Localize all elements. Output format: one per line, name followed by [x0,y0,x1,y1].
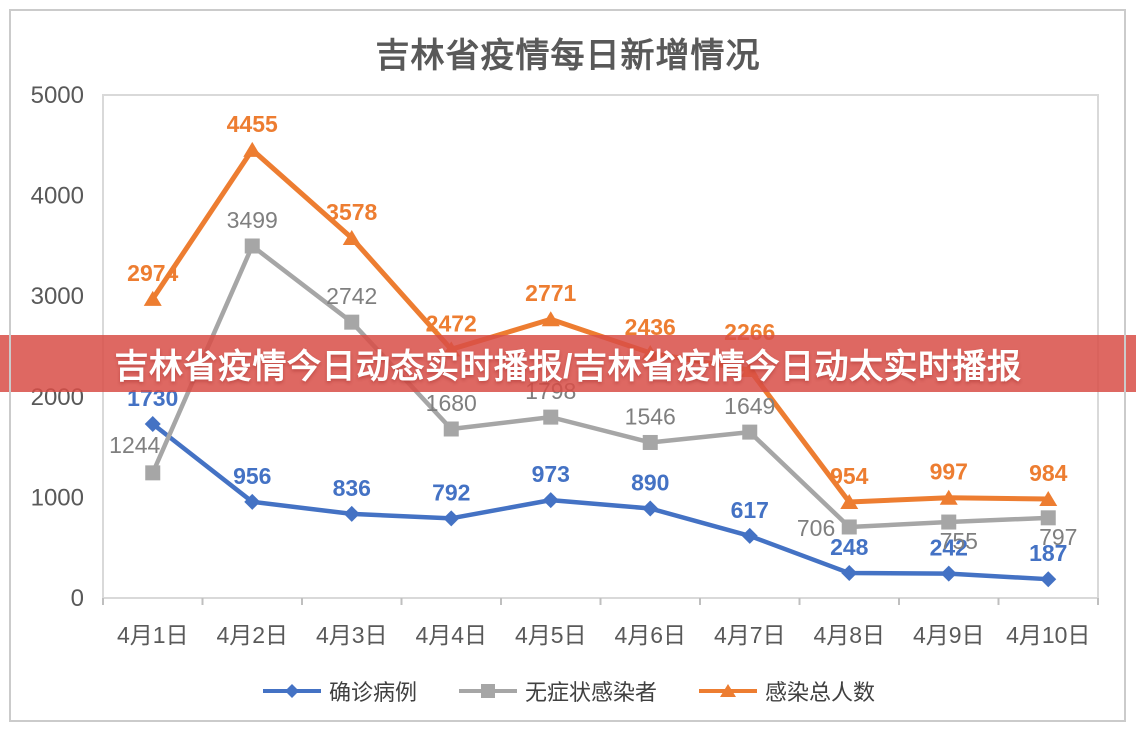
series-total-infected-label-3: 2472 [426,310,477,336]
series-confirmed-cases-label-9: 187 [1029,540,1067,566]
series-asymptomatic-infections-label-6: 1649 [724,393,775,419]
legend-square-icon [458,684,517,698]
y-tick-label-3000: 3000 [31,283,84,310]
series-total-infected-marker-2 [342,230,361,246]
x-axis-label-1: 4月2日 [216,622,288,648]
series-total-infected-marker-9 [1039,491,1058,507]
series-total-infected-label-8: 997 [930,459,968,485]
legend-triangle-icon [699,684,757,697]
legend-item-total-infected: 感染总人数 [697,675,875,707]
x-axis-label-8: 4月9日 [913,622,985,648]
series-confirmed-cases-marker-0 [144,415,161,432]
series-asymptomatic-infections-label-2: 2742 [326,283,377,309]
series-asymptomatic-infections-label-7: 706 [797,515,835,541]
series-confirmed-cases-label-3: 792 [432,479,470,505]
series-confirmed-cases-label-1: 956 [233,463,271,489]
series-confirmed-cases-label-5: 890 [631,469,669,495]
x-axis-label-5: 4月6日 [614,622,686,648]
series-total-infected-label-2: 3578 [326,199,377,225]
y-tick-label-1000: 1000 [31,484,84,511]
overlay-banner: 吉林省疫情今日动态实时播报/吉林省疫情今日动太实时播报 [0,335,1136,392]
series-confirmed-cases-label-2: 836 [333,475,371,501]
legend-diamond-icon [262,684,321,698]
series-asymptomatic-infections-label-8: 755 [940,528,978,554]
series-asymptomatic-infections-marker-7 [841,519,857,535]
series-total-infected-label-0: 2974 [127,260,178,286]
series-confirmed-cases-marker-9 [1040,571,1057,588]
series-asymptomatic-infections-marker-5 [642,434,658,450]
y-tick-label-4000: 4000 [31,183,84,210]
series-asymptomatic-infections-label-9: 797 [1039,524,1077,550]
series-asymptomatic-infections-marker-8 [941,514,957,530]
legend-label-confirmed-cases: 确诊病例 [328,680,417,705]
series-asymptomatic-infections-marker-2 [344,314,360,330]
series-confirmed-cases-label-6: 617 [731,497,769,523]
overlay-banner-text: 吉林省疫情今日动态实时播报/吉林省疫情今日动太实时播报 [114,348,1022,386]
x-axis-label-0: 4月1日 [117,622,189,648]
series-total-infected-marker-1 [243,141,262,157]
series-asymptomatic-infections-marker-4 [543,409,559,425]
series-total-infected-label-9: 984 [1029,460,1068,486]
y-tick-label-0: 0 [71,585,84,612]
x-axis-label-6: 4月7日 [714,622,786,648]
series-total-infected-line [150,147,1051,505]
series-total-infected-marker-0 [143,290,162,306]
legend-label-total-infected: 感染总人数 [765,680,876,705]
series-asymptomatic-infections-marker-6 [742,424,758,440]
series-confirmed-cases-marker-1 [244,493,261,510]
series-asymptomatic-infections-label-1: 3499 [227,207,278,233]
series-total-infected-label-1: 4455 [227,111,278,137]
series-asymptomatic-infections-marker-3 [443,421,459,437]
chart-title: 吉林省疫情每日新增情况 [375,37,761,75]
x-axis-label-7: 4月8日 [813,622,885,648]
series-confirmed-cases-line [150,421,1051,582]
x-axis-label-4: 4月5日 [515,622,587,648]
x-axis-label-2: 4月3日 [316,622,388,648]
series-asymptomatic-infections-label-0: 1244 [109,432,160,458]
series-confirmed-cases-label-4: 973 [532,461,570,487]
x-axis-label-3: 4月4日 [415,622,487,648]
series-confirmed-cases-marker-6 [741,527,758,544]
series-asymptomatic-infections-line [150,243,1051,530]
series-confirmed-cases-marker-7 [841,565,858,582]
series-total-infected-marker-7 [840,494,859,510]
series-total-infected-marker-4 [541,311,560,327]
series-asymptomatic-infections-marker-1 [244,238,260,254]
series-confirmed-cases-marker-5 [642,500,659,517]
series-total-infected-marker-8 [939,489,958,505]
series-confirmed-cases-marker-4 [542,492,559,509]
legend-item-asymptomatic-infections: 无症状感染者 [457,675,657,707]
series-confirmed-cases-label-7: 248 [830,534,869,560]
series-asymptomatic-infections-marker-0 [145,465,161,481]
series-confirmed-cases-marker-3 [443,510,460,527]
series-asymptomatic-infections-label-3: 1680 [426,390,477,416]
y-tick-label-5000: 5000 [31,82,84,109]
series-asymptomatic-infections-marker-9 [1040,510,1056,526]
series-total-infected-label-7: 954 [830,463,869,489]
series-confirmed-cases-label-8: 242 [930,535,968,561]
series-asymptomatic-infections-label-5: 1546 [625,403,676,429]
series-confirmed-cases-marker-8 [940,565,957,582]
x-axis-label-9: 4月10日 [1006,622,1090,648]
legend-item-confirmed-cases: 确诊病例 [261,675,417,707]
chart-legend: 确诊病例 无症状感染者 感染总人数 [0,668,1136,714]
legend-label-asymptomatic-infections: 无症状感染者 [524,680,657,705]
series-confirmed-cases-marker-2 [343,505,360,522]
series-total-infected-label-4: 2771 [525,280,576,306]
